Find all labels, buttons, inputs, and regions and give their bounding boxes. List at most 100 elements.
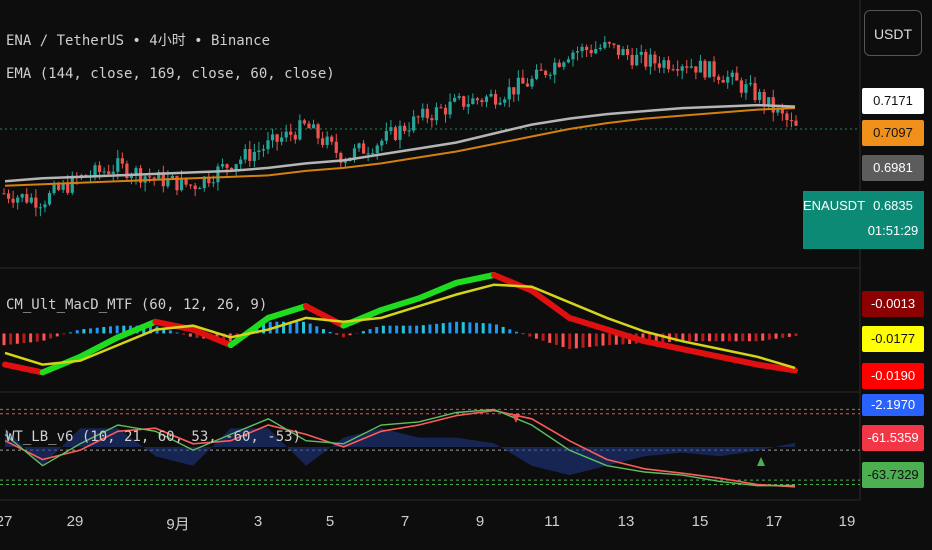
macd-line-segment [190, 326, 234, 349]
macd-histogram-bar [747, 333, 751, 342]
candle-body [703, 60, 707, 78]
candle-body [776, 108, 780, 113]
macd-histogram-bar [175, 332, 179, 334]
macd-legend[interactable]: CM_Ult_MacD_MTF (60, 12, 26, 9) [6, 297, 268, 313]
macd-histogram-bar [721, 333, 725, 342]
candle-body [744, 84, 748, 93]
price-tag-ema-white: 0.7171 [862, 88, 924, 114]
macd-histogram-bar [102, 327, 106, 334]
macd-histogram-bar [408, 325, 412, 334]
candle-body [680, 66, 684, 71]
candle-body [621, 49, 625, 56]
macd-histogram-bar [29, 333, 33, 343]
wt-tag-text: -63.7329 [867, 467, 919, 482]
macd-histogram-bar [601, 333, 605, 346]
candle-body [389, 127, 393, 131]
candle-body [170, 175, 175, 179]
candle-body [166, 178, 170, 187]
candle-body [575, 51, 580, 53]
candle-body [512, 87, 516, 95]
macd-histogram-bar [401, 325, 405, 334]
candle-body [175, 175, 179, 191]
macd-line-segment [716, 353, 761, 368]
macd-histogram-bar [448, 322, 452, 334]
macd-histogram-bar [388, 325, 392, 334]
candle-body [189, 184, 193, 186]
macd-histogram-bar [568, 333, 572, 350]
wt2-line [4, 409, 796, 488]
candle-body [466, 104, 470, 107]
candle-body [662, 60, 666, 68]
candle-body [38, 207, 43, 209]
macd-histogram-bar [49, 333, 53, 339]
macd-histogram-bar [781, 333, 785, 338]
macd-line-segment [491, 272, 535, 294]
candle-body [107, 171, 111, 174]
candle-body [589, 49, 593, 54]
candle-body [393, 127, 398, 140]
macd-histogram-bar [301, 321, 305, 334]
currency-button[interactable]: USDT [864, 10, 922, 56]
macd-signal-line [4, 283, 796, 370]
candle-body [726, 76, 730, 83]
ticker-name: ENAUSDT [803, 198, 866, 213]
macd-histogram-bar [195, 333, 199, 338]
wt-legend[interactable]: WT_LB_v6 (10, 21, 60, 53, -60, -53) [6, 429, 302, 445]
candle-body [685, 66, 689, 68]
candle-body [120, 158, 124, 164]
macd-histogram-bar [415, 325, 419, 334]
macd-histogram-bar [548, 333, 552, 343]
candle-body [225, 164, 229, 168]
macd-histogram-bar [701, 333, 705, 342]
candle-body [735, 72, 739, 81]
candle-body [289, 131, 293, 135]
candle-body [612, 43, 616, 45]
candle-body [630, 54, 634, 66]
candle-body [762, 91, 766, 106]
candle-body [116, 158, 120, 172]
symbol-legend[interactable]: ENA / TetherUS • 4小时 • Binance [6, 33, 271, 49]
candle-body [566, 59, 571, 63]
candle-body [598, 47, 602, 49]
candle-body [534, 69, 539, 79]
macd-histogram-bar [69, 332, 73, 334]
candle-body [407, 130, 411, 132]
time-axis-tick: 5 [325, 513, 335, 530]
macd-line-segment [2, 361, 46, 376]
candle-body [380, 140, 384, 146]
ticker-price: 0.6835 [873, 198, 913, 213]
candle-body [325, 136, 329, 145]
macd-histogram-bar [255, 327, 259, 334]
candle-body [321, 138, 325, 145]
macd-histogram-bar [268, 321, 272, 334]
time-axis-tick: 13 [617, 513, 635, 530]
macd-histogram-bar [688, 333, 692, 342]
wt-tag-text: -2.1970 [870, 397, 916, 412]
ema-legend[interactable]: EMA (144, close, 169, close, 60, close) [6, 66, 335, 82]
macd-histogram-bar [335, 333, 339, 335]
macd-histogram-bar [774, 333, 778, 339]
wt-diff-area [5, 428, 795, 476]
candle-body [47, 193, 52, 205]
macd-histogram-bar [222, 333, 226, 341]
macd-histogram-bar [461, 322, 465, 334]
candle-body [730, 72, 734, 77]
macd-histogram-bar [767, 333, 771, 340]
candle-body [307, 123, 311, 129]
macd-histogram-bar [82, 329, 86, 334]
macd-histogram-bar [621, 333, 625, 345]
macd-histogram-bar [541, 333, 545, 341]
candle-body [134, 168, 138, 177]
candle-body [280, 137, 284, 142]
candle-body [284, 131, 288, 138]
macd-histogram-bar [188, 333, 192, 337]
candle-body [644, 51, 648, 67]
price-tag-text: 0.7097 [873, 125, 913, 140]
macd-histogram-bar [761, 333, 765, 341]
macd-histogram-bar [282, 321, 286, 334]
macd-tag-text: -0.0190 [870, 368, 916, 383]
macd-histogram-bar [794, 333, 798, 336]
wt-tag-red: -61.5359 [862, 425, 924, 451]
candle-body [6, 193, 11, 199]
